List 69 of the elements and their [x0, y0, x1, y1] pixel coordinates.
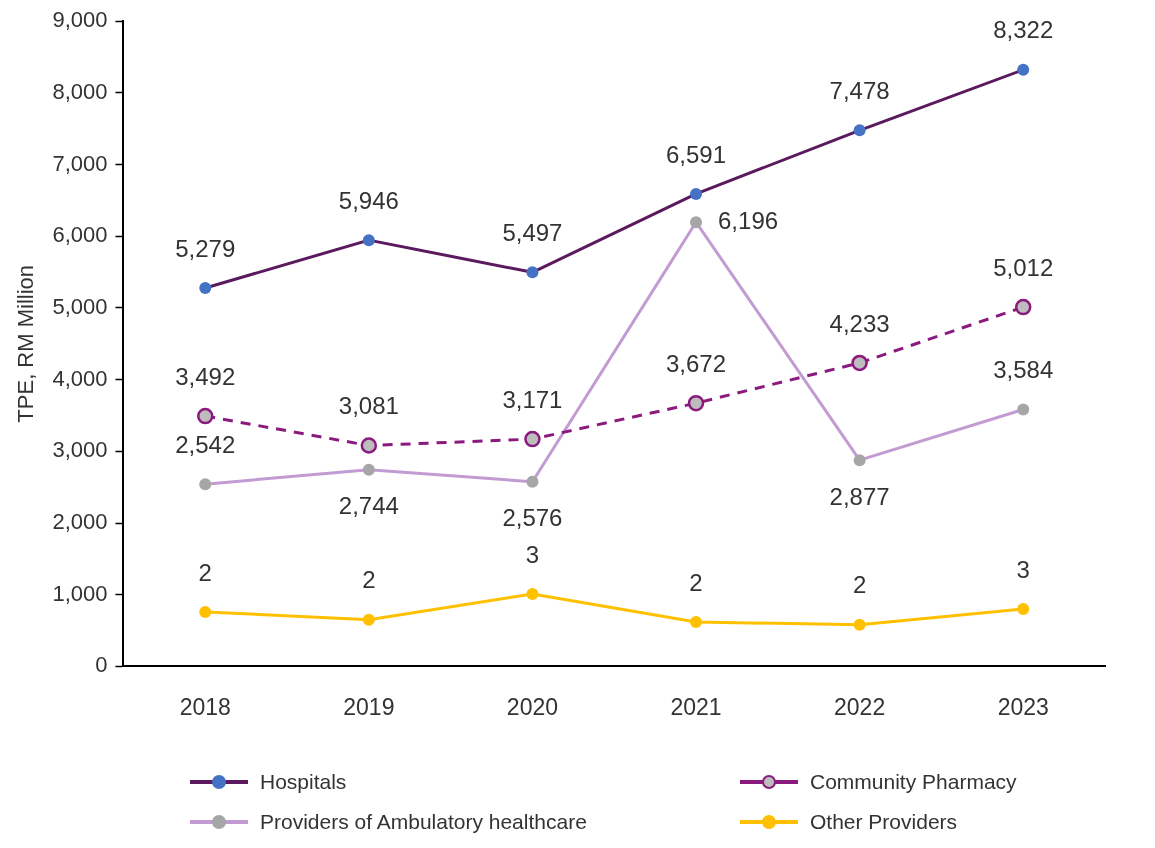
point — [1017, 403, 1030, 416]
data-label: 2,744 — [338, 492, 399, 520]
y-tick-label: 9,000 — [52, 7, 108, 33]
point — [362, 463, 375, 476]
y-tick-label: 6,000 — [52, 222, 108, 248]
x-tick-label: 2021 — [670, 693, 722, 720]
point — [690, 216, 703, 229]
point — [690, 187, 703, 200]
point — [199, 281, 212, 294]
point — [851, 354, 868, 372]
point — [199, 478, 212, 491]
legend-label: Other Providers — [810, 810, 958, 834]
point — [853, 124, 866, 137]
point — [853, 618, 866, 631]
y-tick-label: 2,000 — [52, 509, 108, 535]
data-label: 2,877 — [829, 482, 890, 510]
annotation: 3 — [1016, 555, 1030, 583]
point — [526, 475, 539, 488]
point — [1014, 298, 1032, 316]
data-label: 6,591 — [665, 140, 727, 168]
data-label: 7,478 — [829, 76, 890, 104]
annotation: 2 — [198, 558, 212, 586]
data-label: 5,946 — [338, 186, 399, 214]
annotation: 2 — [852, 571, 867, 599]
data-label: 8,322 — [993, 16, 1054, 44]
data-label: 3,171 — [502, 385, 563, 413]
legend-label: Hospitals — [260, 770, 347, 794]
point — [362, 234, 375, 247]
data-label: 4,233 — [829, 309, 890, 337]
data-label: 3,672 — [665, 349, 727, 377]
legend-label: Community Pharmacy — [810, 770, 1017, 794]
x-tick-label: 2023 — [997, 693, 1049, 720]
point — [1017, 63, 1030, 76]
y-tick-label: 1,000 — [52, 580, 108, 606]
annotation: 2 — [362, 566, 376, 594]
point — [853, 454, 866, 467]
point — [526, 266, 539, 279]
data-label: 3,081 — [338, 392, 399, 420]
data-label: 6,196 — [718, 206, 779, 234]
point — [526, 587, 539, 600]
point — [360, 437, 378, 454]
point — [362, 613, 375, 626]
x-tick-label: 2018 — [179, 693, 231, 720]
point — [199, 605, 212, 618]
point — [1017, 603, 1030, 616]
legend-label: Providers of Ambulatory healthcare — [260, 810, 587, 834]
y-tick-label: 4,000 — [52, 365, 108, 391]
y-tick-label: 0 — [95, 652, 108, 678]
data-label: 5,497 — [502, 218, 563, 246]
annotation: 3 — [525, 540, 540, 568]
data-label: 3,584 — [993, 356, 1054, 384]
data-label: 2,576 — [502, 504, 563, 532]
y-axis-title: TPE, RM Million — [13, 264, 39, 423]
annotation: 2 — [689, 568, 703, 596]
point — [690, 615, 703, 628]
x-tick-label: 2019 — [343, 693, 395, 720]
point — [197, 407, 214, 425]
point — [524, 430, 541, 448]
y-tick-label: 7,000 — [52, 150, 108, 176]
point — [687, 394, 705, 412]
x-tick-label: 2020 — [506, 693, 559, 720]
data-label: 2,542 — [175, 430, 236, 458]
x-tick-label: 2022 — [834, 693, 886, 720]
y-tick-label: 5,000 — [52, 294, 108, 320]
data-label: 5,279 — [175, 234, 236, 262]
data-label: 5,012 — [993, 253, 1054, 281]
y-tick-label: 8,000 — [52, 78, 108, 104]
y-tick-label: 3,000 — [52, 437, 108, 463]
data-label: 3,492 — [175, 362, 236, 390]
